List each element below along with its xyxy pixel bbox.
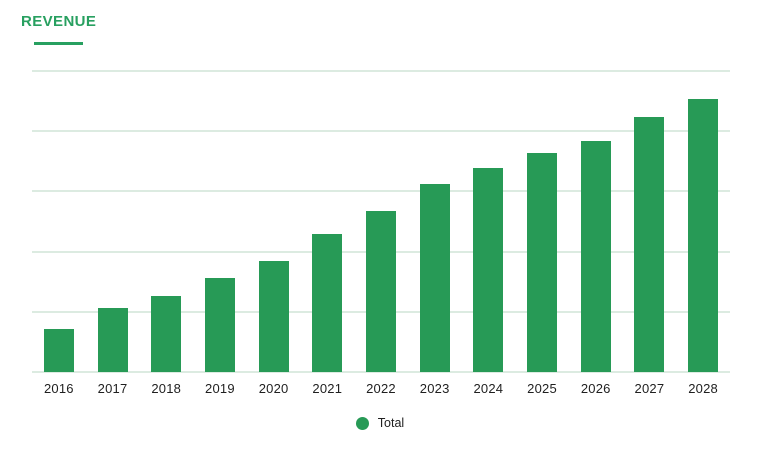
x-axis-label-2026: 2026 xyxy=(580,381,611,396)
title-underline xyxy=(34,42,84,45)
legend-label: Total xyxy=(377,416,405,430)
bar-column-2016 xyxy=(32,71,86,372)
bar-2019[interactable] xyxy=(204,278,235,372)
x-axis-label-2023: 2023 xyxy=(419,381,450,396)
bar-2027[interactable] xyxy=(634,116,665,372)
bar-2023[interactable] xyxy=(419,183,450,372)
x-axis-label-2021: 2021 xyxy=(312,381,343,396)
bar-column-2025 xyxy=(515,71,569,372)
x-axis-label-2027: 2027 xyxy=(634,381,665,396)
bar-2017[interactable] xyxy=(97,308,128,372)
bar-column-2021 xyxy=(300,71,354,372)
bar-column-2017 xyxy=(86,71,140,372)
bar-column-2027 xyxy=(623,71,677,372)
gridline xyxy=(32,371,730,373)
x-axis-label-2019: 2019 xyxy=(205,381,235,396)
x-axis-label-2017: 2017 xyxy=(97,381,128,396)
bar-2020[interactable] xyxy=(258,260,289,372)
x-axis-label-2018: 2018 xyxy=(151,381,182,396)
bar-2025[interactable] xyxy=(527,152,558,372)
bar-column-2028 xyxy=(676,71,730,372)
bar-columns xyxy=(32,71,730,372)
bar-2022[interactable] xyxy=(365,211,396,372)
bar-2024[interactable] xyxy=(473,167,504,372)
bar-2021[interactable] xyxy=(312,233,343,372)
x-axis-label-2020: 2020 xyxy=(258,381,289,396)
bar-2016[interactable] xyxy=(43,329,74,372)
gridline xyxy=(32,130,730,133)
x-axis-label-2024: 2024 xyxy=(473,381,504,396)
x-axis-label-2016: 2016 xyxy=(43,381,74,396)
x-axis-label-2025: 2025 xyxy=(527,381,557,396)
bar-column-2019 xyxy=(193,71,247,372)
chart-title: REVENUE xyxy=(21,13,97,30)
bar-2028[interactable] xyxy=(688,98,719,372)
bar-column-2018 xyxy=(139,71,193,372)
gridline xyxy=(32,190,730,193)
x-axis-labels: 2016 2017 2018 2019 2020 2021 2022 2023 2024 2025… xyxy=(32,381,730,396)
legend-dot-icon xyxy=(355,416,369,430)
bar-2026[interactable] xyxy=(580,140,611,372)
bar-column-2024 xyxy=(462,71,516,372)
plot-area xyxy=(32,70,730,373)
chart-header: REVENUE xyxy=(21,14,96,45)
bar-2018[interactable] xyxy=(151,296,182,372)
x-axis-label-2028: 2028 xyxy=(688,381,718,396)
bar-column-2020 xyxy=(247,71,301,372)
bar-column-2022 xyxy=(354,71,408,372)
gridline xyxy=(32,70,730,72)
x-axis-label-2022: 2022 xyxy=(366,381,396,396)
legend-item-total[interactable]: Total xyxy=(355,416,405,430)
bar-column-2023 xyxy=(408,71,462,372)
bar-column-2026 xyxy=(569,71,623,372)
legend: Total xyxy=(0,416,760,430)
